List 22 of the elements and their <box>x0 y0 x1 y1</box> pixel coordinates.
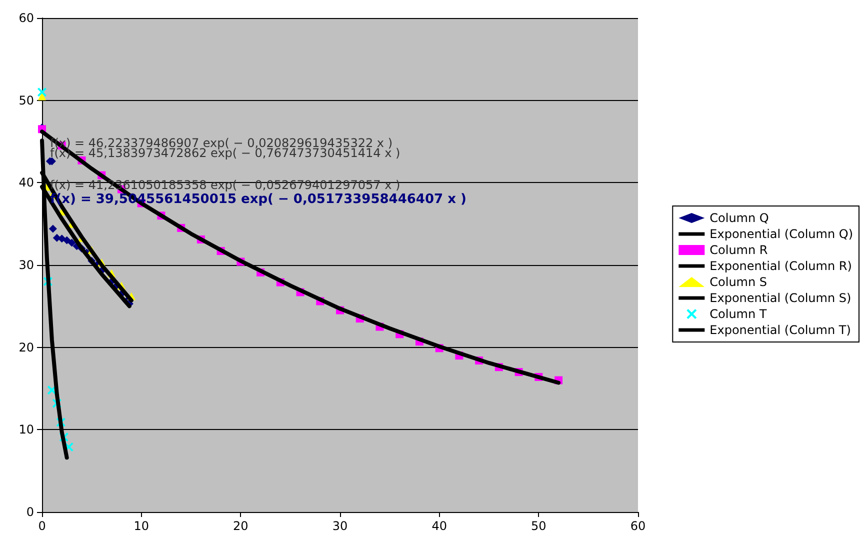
x-tick-label: 0 <box>38 519 46 533</box>
x-tick-label: 60 <box>630 519 646 533</box>
x-tick-label: 10 <box>134 519 149 533</box>
legend-label: Column S <box>710 275 768 289</box>
y-tick-label: 60 <box>18 11 34 25</box>
y-tick-label: 50 <box>18 93 34 108</box>
x-tick-label: 30 <box>332 519 348 533</box>
y-tick-label: 20 <box>18 340 34 354</box>
x-tick-label: 50 <box>531 519 546 533</box>
legend-label: Exponential (Column T) <box>710 323 851 337</box>
y-tick-label: 0 <box>26 505 34 519</box>
y-tick-label: 30 <box>18 258 34 272</box>
x-tick-label: 40 <box>432 519 447 533</box>
y-tick-label: 10 <box>18 422 34 437</box>
y-tick-label: 40 <box>18 176 34 190</box>
legend-label: Exponential (Column Q) <box>710 227 854 241</box>
legend-label: Column T <box>710 307 768 321</box>
x-tick-label: 20 <box>233 519 248 533</box>
legend-label: Exponential (Column R) <box>710 259 852 273</box>
legend-label: Exponential (Column S) <box>710 291 852 305</box>
legend-label: Column Q <box>710 211 769 225</box>
legend-label: Column R <box>710 243 768 257</box>
